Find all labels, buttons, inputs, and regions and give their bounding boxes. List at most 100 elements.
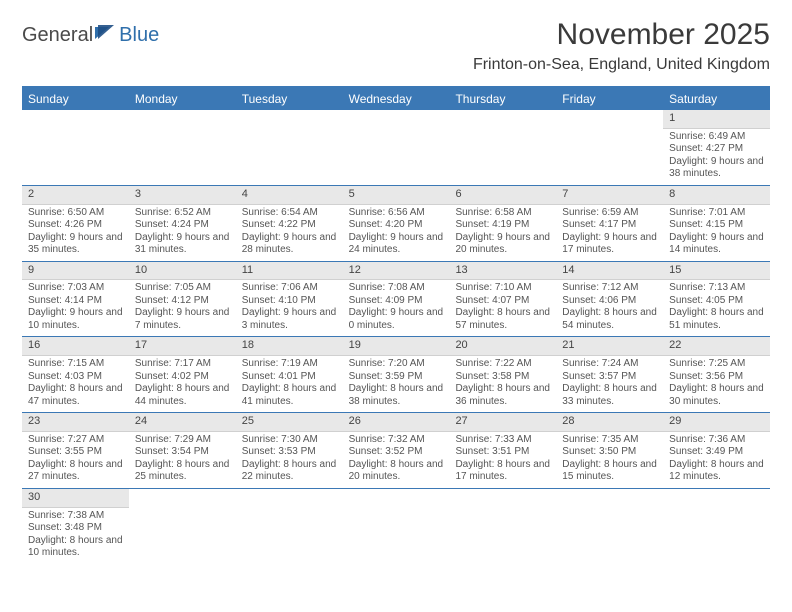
day-cell: 2Sunrise: 6:50 AMSunset: 4:26 PMDaylight… bbox=[22, 186, 129, 261]
sunrise-text: Sunrise: 6:56 AM bbox=[349, 207, 444, 220]
empty-cell bbox=[343, 489, 450, 564]
day-details: Sunrise: 7:32 AMSunset: 3:52 PMDaylight:… bbox=[343, 432, 450, 488]
daylight-text: Daylight: 8 hours and 36 minutes. bbox=[455, 383, 550, 408]
day-details: Sunrise: 7:20 AMSunset: 3:59 PMDaylight:… bbox=[343, 356, 450, 412]
brand-part1: General bbox=[22, 24, 93, 47]
daylight-text: Daylight: 8 hours and 38 minutes. bbox=[349, 383, 444, 408]
sunset-text: Sunset: 3:56 PM bbox=[669, 371, 764, 384]
sunset-text: Sunset: 3:59 PM bbox=[349, 371, 444, 384]
daylight-text: Daylight: 8 hours and 54 minutes. bbox=[562, 307, 657, 332]
sunset-text: Sunset: 4:15 PM bbox=[669, 219, 764, 232]
sunrise-text: Sunrise: 6:58 AM bbox=[455, 207, 550, 220]
sunset-text: Sunset: 3:57 PM bbox=[562, 371, 657, 384]
sunrise-text: Sunrise: 7:36 AM bbox=[669, 434, 764, 447]
daylight-text: Daylight: 8 hours and 44 minutes. bbox=[135, 383, 230, 408]
daylight-text: Daylight: 9 hours and 3 minutes. bbox=[242, 307, 337, 332]
sunset-text: Sunset: 4:26 PM bbox=[28, 219, 123, 232]
daylight-text: Daylight: 8 hours and 15 minutes. bbox=[562, 459, 657, 484]
sunset-text: Sunset: 4:09 PM bbox=[349, 295, 444, 308]
empty-cell bbox=[129, 489, 236, 564]
sunrise-text: Sunrise: 7:25 AM bbox=[669, 358, 764, 371]
daylight-text: Daylight: 8 hours and 22 minutes. bbox=[242, 459, 337, 484]
empty-cell bbox=[236, 110, 343, 185]
day-cell: 11Sunrise: 7:06 AMSunset: 4:10 PMDayligh… bbox=[236, 262, 343, 337]
day-cell: 29Sunrise: 7:36 AMSunset: 3:49 PMDayligh… bbox=[663, 413, 770, 488]
week-row: 16Sunrise: 7:15 AMSunset: 4:03 PMDayligh… bbox=[22, 337, 770, 413]
brand-logo: General Blue bbox=[22, 18, 159, 47]
weeks-container: 1 Sunrise: 6:49 AMSunset: 4:27 PM Daylight… bbox=[22, 110, 770, 564]
sunset-text: Sunset: 4:27 PM bbox=[669, 143, 764, 156]
day-details: Sunrise: 7:19 AMSunset: 4:01 PMDaylight:… bbox=[236, 356, 343, 412]
empty-cell bbox=[556, 110, 663, 185]
sunrise-text: Sunrise: 7:15 AM bbox=[28, 358, 123, 371]
sunset-text: Sunset: 4:01 PM bbox=[242, 371, 337, 384]
day-cell: 16Sunrise: 7:15 AMSunset: 4:03 PMDayligh… bbox=[22, 337, 129, 412]
sunrise-text: Sunrise: 7:32 AM bbox=[349, 434, 444, 447]
day-details: Sunrise: 7:35 AMSunset: 3:50 PMDaylight:… bbox=[556, 432, 663, 488]
day-cell: 4Sunrise: 6:54 AMSunset: 4:22 PMDaylight… bbox=[236, 186, 343, 261]
day-cell: 15Sunrise: 7:13 AMSunset: 4:05 PMDayligh… bbox=[663, 262, 770, 337]
empty-cell bbox=[343, 110, 450, 185]
day-details: Sunrise: 7:22 AMSunset: 3:58 PMDaylight:… bbox=[449, 356, 556, 412]
day-number: 27 bbox=[449, 413, 556, 432]
sunset-text: Sunset: 4:05 PM bbox=[669, 295, 764, 308]
sunrise-text: Sunrise: 7:35 AM bbox=[562, 434, 657, 447]
empty-cell bbox=[663, 489, 770, 564]
day-details: Sunrise: 6:50 AMSunset: 4:26 PMDaylight:… bbox=[22, 205, 129, 261]
weekday-header-row: SundayMondayTuesdayWednesdayThursdayFrid… bbox=[22, 88, 770, 110]
day-number: 25 bbox=[236, 413, 343, 432]
week-row: 23 Sunrise: 7:27 AMSunset: 3:55 PM Dayligh… bbox=[22, 413, 770, 489]
sunrise-text: Sunrise: 7:13 AM bbox=[669, 282, 764, 295]
sunset-text: Sunset: 4:07 PM bbox=[455, 295, 550, 308]
day-number: 8 bbox=[663, 186, 770, 205]
weekday-header: Tuesday bbox=[236, 88, 343, 110]
sunset-text: Sunset: 4:20 PM bbox=[349, 219, 444, 232]
day-details: Sunrise: 6:52 AMSunset: 4:24 PMDaylight:… bbox=[129, 205, 236, 261]
day-cell: 5Sunrise: 6:56 AMSunset: 4:20 PMDaylight… bbox=[343, 186, 450, 261]
day-number: 2 bbox=[22, 186, 129, 205]
empty-cell bbox=[556, 489, 663, 564]
weekday-header: Monday bbox=[129, 88, 236, 110]
day-number: 9 bbox=[22, 262, 129, 281]
day-number: 24 bbox=[129, 413, 236, 432]
weekday-header: Sunday bbox=[22, 88, 129, 110]
sunset-text: Sunset: 4:06 PM bbox=[562, 295, 657, 308]
day-details: Sunrise: 6:58 AMSunset: 4:19 PMDaylight:… bbox=[449, 205, 556, 261]
empty-cell bbox=[129, 110, 236, 185]
day-cell: 23Sunrise: 7:27 AMSunset: 3:55 PMDayligh… bbox=[22, 413, 129, 488]
sunrise-text: Sunrise: 6:54 AM bbox=[242, 207, 337, 220]
day-number: 11 bbox=[236, 262, 343, 281]
sunset-text: Sunset: 4:24 PM bbox=[135, 219, 230, 232]
day-number: 23 bbox=[22, 413, 129, 432]
empty-cell bbox=[449, 489, 556, 564]
sunrise-text: Sunrise: 7:30 AM bbox=[242, 434, 337, 447]
day-number: 1 bbox=[663, 110, 770, 129]
empty-cell bbox=[236, 489, 343, 564]
daylight-text: Daylight: 8 hours and 25 minutes. bbox=[135, 459, 230, 484]
sunrise-text: Sunrise: 6:50 AM bbox=[28, 207, 123, 220]
day-number: 16 bbox=[22, 337, 129, 356]
daylight-text: Daylight: 8 hours and 30 minutes. bbox=[669, 383, 764, 408]
daylight-text: Daylight: 8 hours and 10 minutes. bbox=[28, 535, 123, 560]
day-number: 15 bbox=[663, 262, 770, 281]
day-cell: 22Sunrise: 7:25 AMSunset: 3:56 PMDayligh… bbox=[663, 337, 770, 412]
sunrise-text: Sunrise: 7:33 AM bbox=[455, 434, 550, 447]
sunrise-text: Sunrise: 7:27 AM bbox=[28, 434, 123, 447]
day-cell: 6Sunrise: 6:58 AMSunset: 4:19 PMDaylight… bbox=[449, 186, 556, 261]
day-cell: 1Sunrise: 6:49 AMSunset: 4:27 PMDaylight… bbox=[663, 110, 770, 185]
sunrise-text: Sunrise: 7:12 AM bbox=[562, 282, 657, 295]
sunset-text: Sunset: 4:17 PM bbox=[562, 219, 657, 232]
day-number: 6 bbox=[449, 186, 556, 205]
day-number: 29 bbox=[663, 413, 770, 432]
day-details: Sunrise: 7:33 AMSunset: 3:51 PMDaylight:… bbox=[449, 432, 556, 488]
flag-icon bbox=[95, 25, 117, 46]
sunrise-text: Sunrise: 7:24 AM bbox=[562, 358, 657, 371]
daylight-text: Daylight: 9 hours and 14 minutes. bbox=[669, 232, 764, 257]
day-number: 20 bbox=[449, 337, 556, 356]
day-details: Sunrise: 7:12 AMSunset: 4:06 PMDaylight:… bbox=[556, 280, 663, 336]
day-details: Sunrise: 7:03 AMSunset: 4:14 PMDaylight:… bbox=[22, 280, 129, 336]
daylight-text: Daylight: 9 hours and 24 minutes. bbox=[349, 232, 444, 257]
sunrise-text: Sunrise: 6:49 AM bbox=[669, 131, 764, 144]
sunset-text: Sunset: 3:55 PM bbox=[28, 446, 123, 459]
sunrise-text: Sunrise: 7:17 AM bbox=[135, 358, 230, 371]
